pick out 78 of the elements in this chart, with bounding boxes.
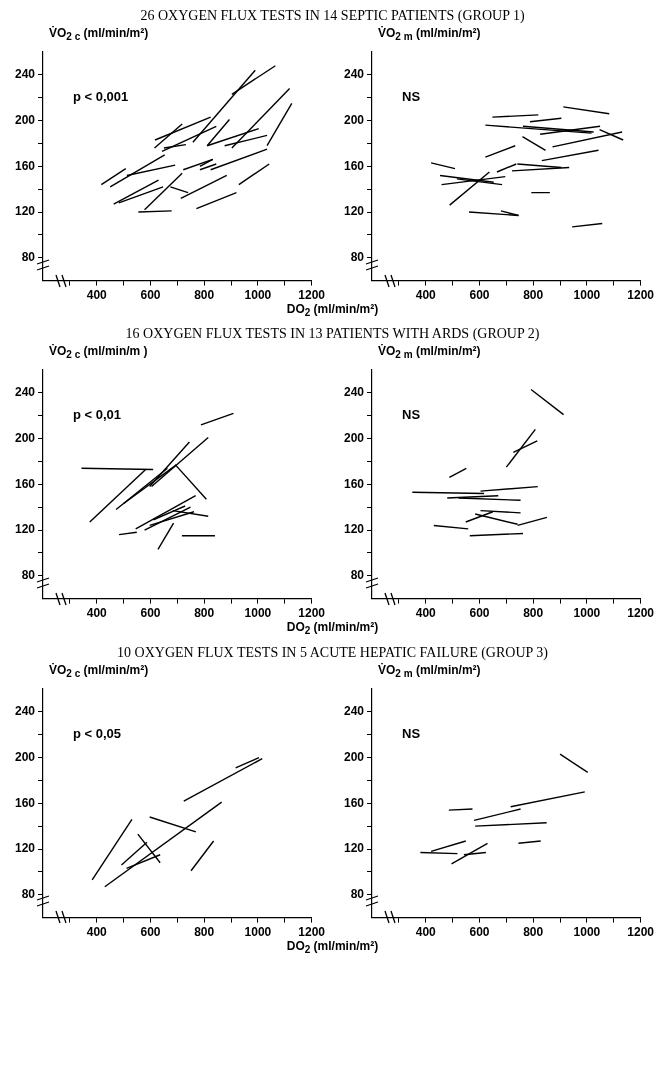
x-tick-label: 600 <box>469 288 490 303</box>
x-tick-label: 400 <box>86 288 108 303</box>
y-tick-label: 120 <box>343 204 365 219</box>
annotation: p < 0,01 <box>73 406 122 422</box>
y-tick-label: 80 <box>350 886 365 901</box>
y-tick-label: 200 <box>343 431 365 446</box>
x-tick-label: 400 <box>415 288 437 303</box>
y-tick-label: 240 <box>14 67 36 82</box>
x-tick-label: 1000 <box>244 606 272 621</box>
y-tick-label: 120 <box>14 841 36 856</box>
y-tick-label: 120 <box>14 522 36 537</box>
y-tick-label: 80 <box>350 250 365 265</box>
x-axis-title: DO$_{2}$ (ml/min/m²) <box>285 302 380 319</box>
x-tick-label: 1000 <box>244 288 272 303</box>
y-tick-label: 160 <box>343 477 365 491</box>
x-tick-label: 1200 <box>627 288 655 303</box>
x-tick-label: 600 <box>140 924 161 939</box>
y-tick-label: 240 <box>14 703 36 718</box>
annotation: p < 0,05 <box>73 725 122 741</box>
x-tick-label: 800 <box>523 606 544 621</box>
y-tick-label: 80 <box>350 568 365 583</box>
y-tick-label: 160 <box>14 158 36 173</box>
x-tick-label: 800 <box>194 924 215 939</box>
y-tick-label: 200 <box>343 749 365 764</box>
x-tick-label: 800 <box>194 606 215 621</box>
x-tick-label: 600 <box>140 606 161 621</box>
x-tick-label: 1000 <box>573 288 601 303</box>
y-tick-label: 200 <box>14 749 36 764</box>
annotation: NS <box>402 88 421 104</box>
chart-title: 26 OXYGEN FLUX TESTS IN 14 SEPTIC PATIENTS (GROUP 1) <box>139 8 526 24</box>
annotation: p < 0,001 <box>73 88 129 104</box>
y-tick-label: 200 <box>14 112 36 127</box>
y-tick-label: 240 <box>14 385 36 400</box>
y-tick-label: 120 <box>14 204 36 219</box>
annotation: NS <box>402 725 421 741</box>
x-axis-title: DO$_{2}$ (ml/min/m²) <box>285 938 380 956</box>
y-tick-label: 160 <box>14 477 36 491</box>
x-tick-label: 1200 <box>627 924 655 939</box>
y-tick-label: 80 <box>21 250 36 265</box>
y-tick-label: 120 <box>343 841 365 856</box>
x-tick-label: 1000 <box>573 924 601 939</box>
y-axis-title: V̇O$_{2 m}$ (ml/min/m²) <box>378 344 481 361</box>
x-tick-label: 400 <box>415 924 437 939</box>
x-tick-label: 800 <box>523 924 544 939</box>
x-tick-label: 1200 <box>298 606 326 621</box>
y-tick-label: 80 <box>21 568 36 583</box>
x-tick-label: 400 <box>86 606 108 621</box>
x-tick-label: 800 <box>194 288 215 303</box>
y-axis-title: V̇O$_{2 m}$ (ml/min/m²) <box>378 662 481 680</box>
x-tick-label: 600 <box>469 924 490 939</box>
x-tick-label: 1200 <box>298 924 326 939</box>
y-axis-title: V̇O$_{2 c}$ (ml/min/m²) <box>49 662 149 680</box>
x-tick-label: 1000 <box>244 924 272 939</box>
x-tick-label: 1200 <box>298 288 326 303</box>
y-tick-label: 80 <box>21 886 36 901</box>
x-tick-label: 400 <box>415 606 437 621</box>
chart-title: 10 OXYGEN FLUX TESTS IN 5 ACUTE HEPATIC FAILURE (GROUP 3) <box>116 644 549 661</box>
x-tick-label: 1200 <box>627 606 655 621</box>
y-tick-label: 160 <box>343 795 365 810</box>
x-axis-title: DO$_{2}$ (ml/min/m²) <box>285 620 380 637</box>
x-tick-label: 600 <box>469 606 490 621</box>
x-tick-label: 800 <box>523 288 544 303</box>
y-tick-label: 120 <box>343 522 365 537</box>
chart-title: 16 OXYGEN FLUX TESTS IN 13 PATIENTS WITH ARDS (GROUP 2) <box>124 326 541 343</box>
y-tick-label: 160 <box>14 795 36 810</box>
y-axis-title: V̇O$_{2 m}$ (ml/min/m²) <box>378 26 481 43</box>
y-axis-title: V̇O$_{2 c}$ (ml/min/m ) <box>49 344 148 361</box>
y-tick-label: 200 <box>14 431 36 446</box>
y-axis-title: V̇O$_{2 c}$ (ml/min/m²) <box>49 26 149 43</box>
y-tick-label: 160 <box>343 158 365 173</box>
y-tick-label: 200 <box>343 112 365 127</box>
x-tick-label: 1000 <box>573 606 601 621</box>
y-tick-label: 240 <box>343 67 365 82</box>
annotation: NS <box>402 406 421 422</box>
y-tick-label: 240 <box>343 703 365 718</box>
x-tick-label: 400 <box>86 924 108 939</box>
y-tick-label: 240 <box>343 385 365 400</box>
x-tick-label: 600 <box>140 288 161 303</box>
